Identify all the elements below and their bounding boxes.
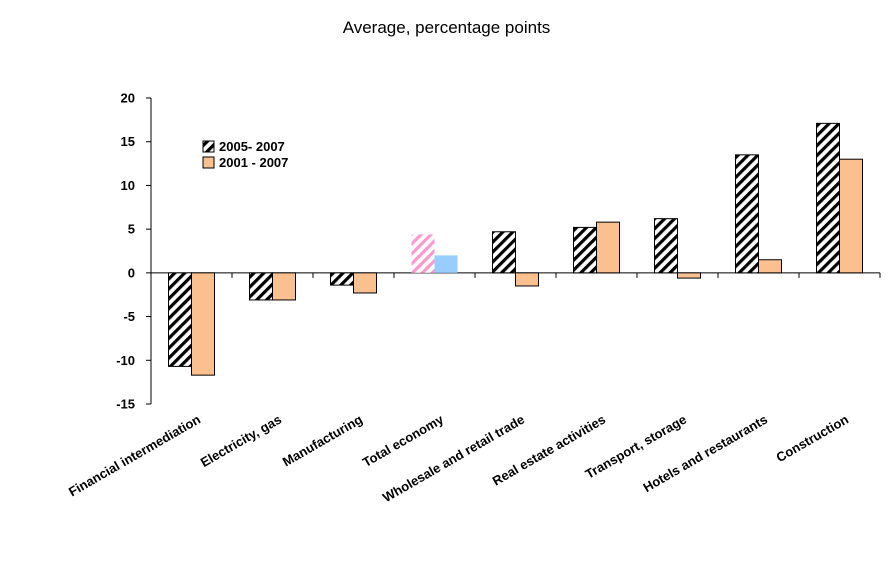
bar-series-2 [758, 259, 782, 274]
y-tick-label: 0 [128, 265, 135, 280]
bar-series-1 [330, 272, 354, 286]
x-category-label: Construction [773, 412, 851, 465]
bar-series-2 [596, 221, 620, 274]
bars [168, 122, 863, 376]
bar-series-1 [816, 122, 840, 274]
legend-label: 2001 - 2007 [219, 155, 288, 170]
bar-series-2 [515, 272, 539, 287]
legend-swatch [202, 140, 215, 153]
bar-series-2 [353, 272, 377, 294]
bar-series-2 [191, 272, 215, 376]
bar-series-2 [677, 272, 701, 279]
bar-series-2 [272, 272, 296, 301]
bar-series-1 [249, 272, 273, 301]
y-tick-label: 20 [121, 91, 135, 106]
x-category-label: Wholesale and retail trade [380, 412, 527, 506]
legend-swatch [202, 156, 215, 169]
y-tick-label: 5 [128, 222, 135, 237]
bar-series-2 [839, 158, 863, 274]
bar-series-1 [168, 272, 192, 367]
legend-label: 2005- 2007 [219, 139, 285, 154]
y-tick-label: 10 [121, 178, 135, 193]
y-tick-label: -15 [116, 397, 135, 412]
x-category-label: Manufacturing [280, 412, 365, 470]
y-tick-label: 15 [121, 134, 135, 149]
bar-series-2 [434, 255, 458, 273]
bar-series-1 [735, 154, 759, 274]
y-tick-label: -5 [123, 309, 135, 324]
bar-series-1 [573, 226, 597, 274]
x-category-label: Financial intermediation [66, 412, 203, 500]
bar-series-1 [411, 234, 435, 273]
bar-series-1 [492, 231, 516, 274]
y-tick-label: -10 [116, 353, 135, 368]
bar-series-1 [654, 218, 678, 274]
chart-title: Average, percentage points [342, 18, 551, 37]
x-category-label: Electricity, gas [198, 412, 284, 470]
